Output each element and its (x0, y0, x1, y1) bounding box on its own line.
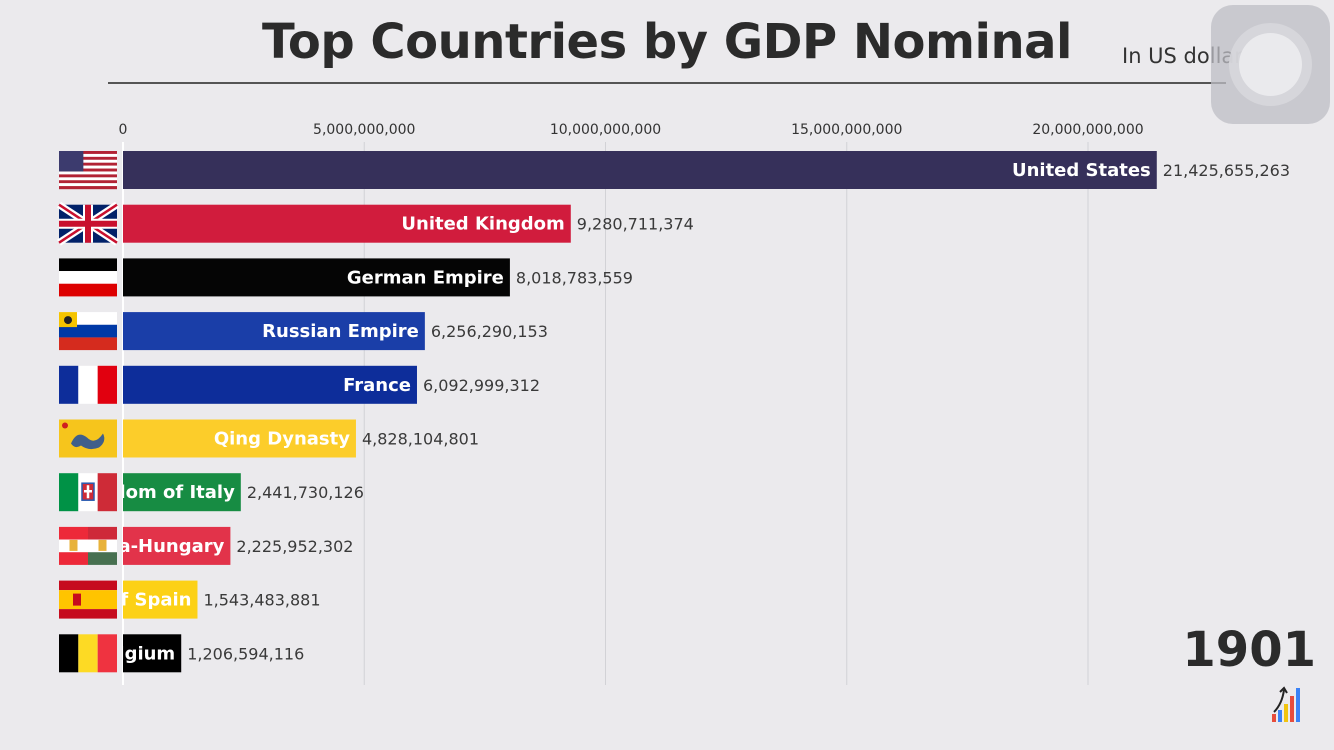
flag-usa-part (59, 174, 117, 178)
flag-belgium-part (59, 634, 79, 673)
flag-russian-empire-part (59, 324, 117, 338)
flag-qing-part (71, 433, 105, 450)
flag-austria-hungary-part (59, 552, 88, 565)
flag-france-part (78, 365, 98, 404)
flag-belgium-part (97, 634, 117, 673)
bar-label: France (343, 375, 411, 396)
value-label: 2,225,952,302 (236, 537, 353, 556)
flags (57, 151, 119, 673)
bar-label: gdom of Italy (100, 482, 235, 503)
flag-qing-part (62, 422, 68, 429)
x-tick-label: 10,000,000,000 (550, 122, 661, 138)
flag-italy-part (84, 485, 92, 499)
flag-usa-part (59, 165, 117, 169)
value-label: 1,206,594,116 (187, 644, 304, 663)
flag-usa-part (59, 183, 117, 187)
flag-uk-icon (57, 201, 119, 246)
bar-label: ria-Hungary (103, 536, 224, 557)
assistive-touch-button[interactable] (1211, 5, 1330, 124)
flag-italy-icon (59, 473, 117, 512)
flag-german-empire-part (59, 271, 117, 284)
flag-spain-part (59, 590, 117, 610)
flag-austria-hungary-part (59, 526, 88, 540)
flag-spain-part (59, 580, 117, 591)
bar-label: of Spain (108, 590, 191, 611)
title-divider (108, 82, 1226, 84)
bar (123, 419, 356, 458)
flag-german-empire-icon (59, 258, 117, 297)
flag-spain-part (73, 593, 81, 606)
bar-label: Qing Dynasty (214, 429, 350, 450)
flag-belgium-icon (59, 634, 117, 673)
bar-label: Russian Empire (262, 321, 419, 342)
flag-uk-part (59, 204, 117, 243)
bar (123, 204, 571, 243)
flag-usa-part (59, 186, 117, 190)
flag-austria-hungary-part (98, 539, 107, 551)
flag-usa-part (59, 171, 117, 175)
value-label: 6,092,999,312 (423, 376, 540, 395)
x-tick-label: 0 (119, 122, 128, 138)
flag-austria-hungary-part (88, 552, 117, 565)
value-label: 2,441,730,126 (247, 483, 364, 502)
bar (123, 151, 1157, 189)
value-label: 4,828,104,801 (362, 430, 479, 449)
value-label: 1,543,483,881 (203, 591, 320, 610)
value-label: 9,280,711,374 (577, 215, 694, 234)
flag-qing-icon (59, 419, 117, 458)
flag-usa-part (59, 180, 117, 184)
x-tick-label: 15,000,000,000 (791, 122, 902, 138)
channel-logo-icon (1272, 686, 1300, 722)
flag-russian-empire-part (59, 337, 117, 351)
x-axis-ticks: 0 5,000,000,000 10,000,000,000 15,000,000,0… (119, 122, 1144, 138)
flag-austria-hungary-part (88, 526, 117, 540)
bar (123, 634, 182, 673)
chart-title: Top Countries by GDP Nominal (262, 14, 1073, 70)
bar (123, 258, 510, 297)
value-label: 21,425,655,263 (1163, 161, 1290, 180)
bar-label: elgium (106, 643, 175, 664)
flag-italy-part (97, 473, 117, 512)
bar-label: German Empire (347, 267, 504, 288)
flag-usa-part (59, 156, 117, 160)
value-label: 8,018,783,559 (516, 268, 633, 287)
x-tick-label: 5,000,000,000 (313, 122, 415, 138)
flag-france-part (59, 365, 79, 404)
flag-france-icon (59, 365, 117, 404)
bars: United States 21,425,655,263 United Kingdo… (100, 151, 1290, 673)
flag-usa-icon (59, 151, 117, 190)
flag-usa-part (59, 162, 117, 166)
flag-usa-part (59, 151, 117, 155)
flag-italy-part (59, 473, 79, 512)
flag-usa-part (59, 168, 117, 172)
flag-german-empire-part (59, 283, 117, 297)
flag-german-empire-part (59, 258, 117, 272)
bar (123, 365, 417, 404)
flag-austria-hungary-icon (59, 526, 117, 565)
bar (123, 312, 425, 351)
bar (123, 526, 231, 565)
flag-russian-empire-part (64, 316, 72, 325)
flag-usa-part (59, 159, 117, 163)
flag-austria-hungary-part (69, 539, 78, 551)
year-counter: 1901 (1182, 622, 1316, 678)
bar (123, 473, 241, 512)
flag-france-part (97, 365, 117, 404)
bar (123, 580, 198, 619)
value-label: 6,256,290,153 (431, 322, 548, 341)
flag-usa-part (59, 151, 84, 172)
flag-usa-part (59, 177, 117, 181)
x-tick-label: 20,000,000,000 (1032, 122, 1143, 138)
flag-spain-icon (59, 580, 117, 619)
bar-label: United States (1012, 160, 1151, 181)
flag-russian-empire-icon (59, 312, 117, 351)
bar-label: United Kingdom (401, 214, 564, 235)
flag-usa-part (59, 153, 117, 158)
flag-belgium-part (78, 634, 98, 673)
flag-spain-part (59, 609, 117, 619)
assistive-touch-center (1239, 33, 1302, 96)
